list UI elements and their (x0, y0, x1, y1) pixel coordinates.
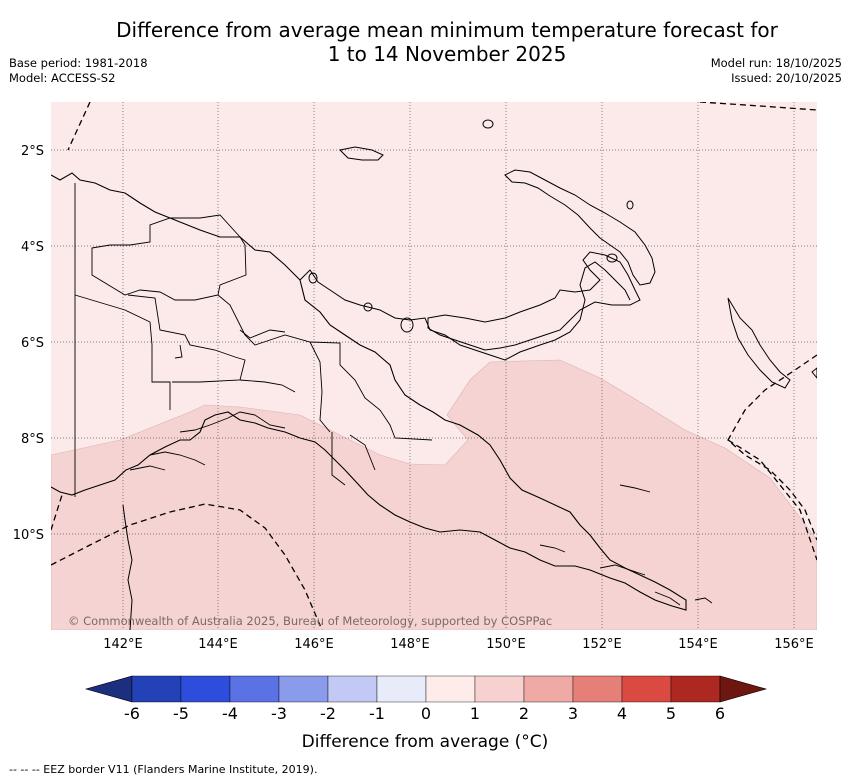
lon-label: 150°E (486, 637, 526, 652)
colorbar-segment (425, 675, 476, 703)
eez-legend-note: -- -- -- EEZ border V11 (Flanders Marine… (9, 763, 318, 776)
colorbar-tick: -5 (173, 704, 189, 723)
lon-label: 142°E (103, 637, 143, 652)
copyright-notice: © Commonwealth of Australia 2025, Bureau… (68, 614, 553, 628)
issued-date: Issued: 20/10/2025 (731, 71, 842, 85)
colorbar-segment (180, 675, 231, 703)
lon-label: 144°E (198, 637, 238, 652)
lon-label: 148°E (390, 637, 430, 652)
colorbar-tick: 1 (469, 704, 481, 723)
fly-delta (129, 411, 286, 471)
new-ireland (504, 169, 656, 286)
colorbar-segment (572, 675, 623, 703)
manus-island (338, 146, 384, 161)
colorbar-segment (670, 675, 721, 703)
lat-label: 4°S (21, 240, 44, 255)
eez-border (51, 102, 817, 630)
colorbar-segment (131, 675, 182, 703)
model-run: Model run: 18/10/2025 (710, 56, 842, 70)
lon-label: 152°E (582, 637, 622, 652)
colorbar-extend-low (84, 675, 133, 703)
colorbar-tick: -1 (369, 704, 385, 723)
cape-york (122, 504, 133, 630)
colorbar-tick: -6 (124, 704, 140, 723)
model-name: Model: ACCESS-S2 (9, 71, 116, 85)
lat-labels: 2°S 4°S 6°S 8°S 10°S (13, 144, 44, 543)
colorbar-tick: 4 (616, 704, 628, 723)
meta-right: Model run: 18/10/2025 Issued: 20/10/2025 (711, 56, 842, 86)
new-britain (427, 251, 641, 351)
colorbar-tick: 3 (567, 704, 579, 723)
colorbar-segment (474, 675, 525, 703)
colorbar-tick: -2 (320, 704, 336, 723)
louisiade-islands (539, 484, 713, 606)
anomaly-1-2-region (51, 359, 817, 630)
colorbar-segment (327, 675, 378, 703)
lat-label: 6°S (21, 336, 44, 351)
solomon-fragment (811, 367, 817, 379)
lon-labels: 142°E 144°E 146°E 148°E 150°E 152°E 154°… (103, 637, 814, 652)
new-guinea-mainland (51, 172, 687, 611)
colorbar (84, 675, 768, 703)
base-period: Base period: 1981-2018 (9, 56, 148, 70)
colorbar-tick: -3 (271, 704, 287, 723)
colorbar-tick: 5 (665, 704, 677, 723)
lat-label: 2°S (21, 144, 44, 159)
colorbar-segment (278, 675, 329, 703)
lon-label: 146°E (294, 637, 334, 652)
colorbar-tick: 6 (714, 704, 726, 723)
colorbar-tick: -4 (222, 704, 238, 723)
province-borders (74, 183, 433, 497)
colorbar-segment (621, 675, 672, 703)
graticule (51, 102, 817, 630)
bougainville (727, 297, 791, 389)
lat-label: 10°S (13, 528, 44, 543)
colorbar-tick-labels: -6 -5 -4 -3 -2 -1 0 1 2 3 4 5 6 (0, 704, 850, 726)
lon-label: 156°E (774, 637, 814, 652)
colorbar-extend-high (719, 675, 768, 703)
colorbar-tick: 2 (518, 704, 530, 723)
meta-left: Base period: 1981-2018 Model: ACCESS-S2 (9, 56, 148, 86)
colorbar-segment (376, 675, 427, 703)
lon-label: 154°E (678, 637, 718, 652)
title-line-1: Difference from average mean minimum tem… (116, 18, 778, 42)
colorbar-segment (229, 675, 280, 703)
colorbar-tick: 0 (420, 704, 432, 723)
north-coast (299, 261, 631, 361)
lat-label: 8°S (21, 432, 44, 447)
colorbar-title: Difference from average (°C) (301, 732, 549, 752)
colorbar-segment (523, 675, 574, 703)
title-line-2: 1 to 14 November 2025 (327, 42, 567, 66)
chart-title: Difference from average mean minimum tem… (0, 18, 850, 66)
